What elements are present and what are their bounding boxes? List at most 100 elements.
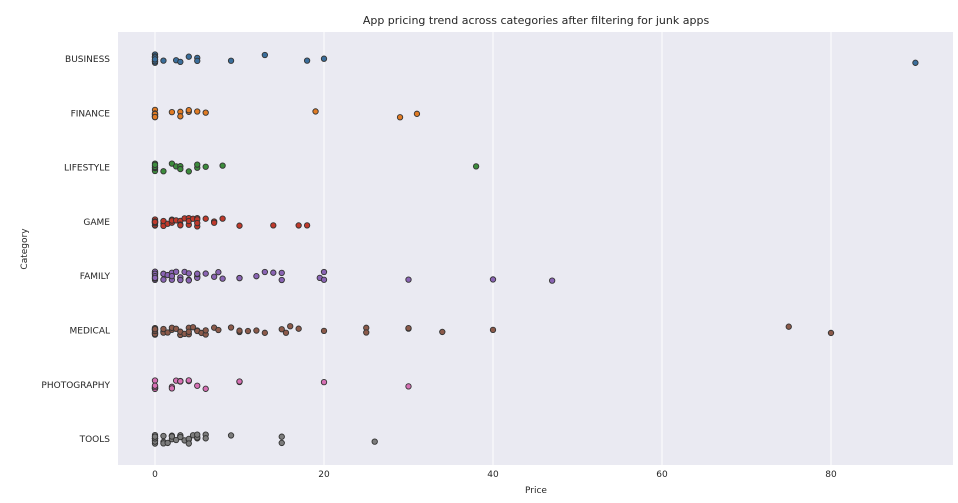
data-point [172,325,180,332]
data-point [202,385,209,392]
data-point [194,108,201,115]
data-point [405,276,412,283]
data-point [489,326,497,334]
x-tick-labels: 0 20 40 60 80 [152,470,837,480]
x-tick-label: 0 [152,470,158,480]
data-point [172,436,180,444]
x-tick-label: 40 [487,470,499,480]
data-point [312,108,319,115]
data-point [164,439,171,447]
data-point [160,217,167,225]
data-point [160,168,167,175]
data-point [472,163,480,170]
data-point [278,276,285,284]
data-point [270,222,277,229]
data-point [320,378,328,386]
data-point [236,327,243,334]
data-point [236,378,243,385]
data-point [303,57,311,64]
data-point [244,327,252,335]
data-point [177,276,184,284]
data-point [177,222,184,229]
data-point [194,219,201,227]
data-point [202,435,209,442]
data-point [320,55,328,62]
data-point [168,433,176,440]
data-point [185,53,192,60]
data-point [295,222,302,229]
data-point [202,215,209,222]
data-point [177,58,184,66]
data-point [160,432,167,440]
data-point [236,222,243,229]
data-point [215,269,222,276]
data-point [489,276,497,283]
data-point [151,113,159,121]
data-point [194,270,201,277]
data-point [785,323,792,330]
y-tick-label: BUSINESS [65,55,110,65]
data-point [439,328,446,336]
y-tick-label: GAME [83,218,110,228]
data-point [278,439,285,447]
data-point [215,326,222,334]
data-point [151,218,159,226]
data-point [210,273,218,280]
data-points [151,51,919,447]
data-point [405,383,412,390]
x-tick-label: 60 [656,470,668,480]
data-point [270,269,277,276]
data-point [253,273,260,280]
data-point [202,327,209,334]
data-point [177,165,184,173]
data-point [253,327,260,334]
data-point [219,162,226,169]
data-point [261,329,268,336]
y-tick-labels: BUSINESS FINANCE LIFESTYLE GAME FAMILY MEDICA… [41,55,110,445]
data-point [151,56,159,63]
data-point [189,324,197,331]
data-point [371,438,378,445]
data-point [151,377,159,384]
data-point [168,272,176,280]
data-point [261,51,268,59]
data-point [282,329,290,336]
data-point [278,269,285,277]
data-point [405,324,412,332]
plot-area [118,32,953,465]
data-point [202,109,209,116]
data-point [168,109,176,116]
data-point [172,268,180,275]
y-axis-label: Category [20,228,30,270]
data-point [219,275,226,282]
data-point [295,325,302,332]
x-axis-label: Price [525,486,547,496]
data-point [160,276,167,283]
data-point [912,59,919,66]
y-tick-label: FINANCE [71,109,111,119]
data-point [194,57,201,65]
data-point [185,377,192,384]
data-point [185,168,192,175]
data-point [202,163,209,170]
data-point [151,433,159,440]
y-tick-label: LIFESTYLE [64,164,110,174]
data-point [151,382,159,389]
data-point [363,329,370,336]
y-tick-label: TOOLS [79,435,111,445]
data-point [227,57,235,64]
data-point [177,113,184,120]
data-point [151,274,159,282]
data-point [177,378,184,385]
data-point [303,222,311,229]
data-point [278,433,285,440]
data-point [185,270,192,277]
data-point [185,328,192,335]
chart-title: App pricing trend across categories afte… [363,14,710,27]
data-point [168,385,176,392]
data-point [160,325,167,333]
data-point [261,268,268,276]
data-point [194,382,201,389]
data-point [151,326,159,333]
